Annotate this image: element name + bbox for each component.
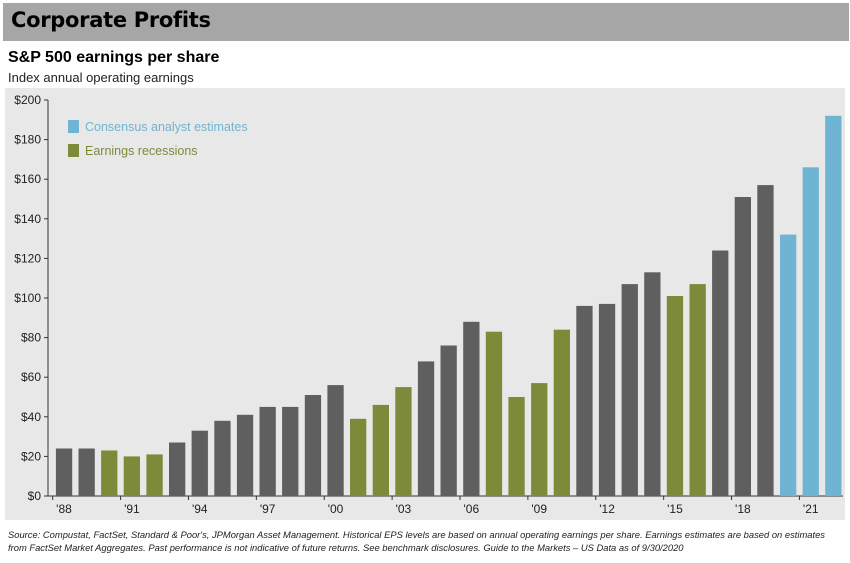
bar-1989 bbox=[78, 448, 95, 496]
x-tick-label: '09 bbox=[531, 502, 547, 516]
legend-swatch bbox=[68, 144, 79, 157]
bar-2002 bbox=[372, 404, 389, 496]
bar-2020 bbox=[780, 234, 797, 496]
x-tick-label: '15 bbox=[667, 502, 683, 516]
bar-2006 bbox=[463, 321, 480, 496]
legend-label: Consensus analyst estimates bbox=[85, 120, 248, 134]
x-tick-label: '06 bbox=[463, 502, 479, 516]
bar-2013 bbox=[621, 284, 638, 496]
bar-1993 bbox=[169, 442, 186, 496]
x-tick-label: '03 bbox=[396, 502, 412, 516]
y-tick-label: $40 bbox=[21, 410, 41, 424]
y-tick-label: $160 bbox=[14, 172, 41, 186]
x-tick-label: '21 bbox=[803, 502, 819, 516]
bar-2001 bbox=[350, 418, 367, 496]
x-tick-label: '88 bbox=[56, 502, 72, 516]
y-tick-label: $200 bbox=[14, 93, 41, 107]
bar-1991 bbox=[123, 456, 140, 496]
bar-2008 bbox=[508, 397, 525, 496]
x-tick-label: '94 bbox=[192, 502, 208, 516]
bar-2019 bbox=[757, 185, 774, 496]
bar-2017 bbox=[712, 250, 729, 496]
y-tick-label: $0 bbox=[28, 489, 42, 503]
legend-label: Earnings recessions bbox=[85, 144, 198, 158]
source-footnote: Source: Compustat, FactSet, Standard & P… bbox=[8, 529, 825, 553]
bar-1997 bbox=[259, 406, 276, 496]
bar-1999 bbox=[304, 395, 322, 496]
x-tick-label: '91 bbox=[124, 502, 140, 516]
bar-2014 bbox=[644, 272, 661, 496]
bar-1996 bbox=[236, 414, 254, 496]
section-banner: Corporate Profits bbox=[3, 3, 849, 41]
x-tick-label: '00 bbox=[328, 502, 344, 516]
bar-2004 bbox=[417, 361, 435, 496]
legend-swatch bbox=[68, 120, 79, 133]
y-tick-label: $140 bbox=[14, 212, 41, 226]
x-tick-label: '12 bbox=[599, 502, 615, 516]
bar-2012 bbox=[598, 303, 616, 496]
bar-2021 bbox=[802, 167, 819, 497]
x-tick-label: '97 bbox=[260, 502, 276, 516]
bar-2005 bbox=[440, 345, 457, 496]
bar-2022 bbox=[825, 115, 842, 497]
y-tick-label: $80 bbox=[21, 331, 41, 345]
bar-1995 bbox=[214, 420, 231, 496]
bar-1994 bbox=[191, 430, 208, 496]
bar-2007 bbox=[485, 331, 503, 496]
y-tick-label: $120 bbox=[14, 251, 41, 265]
y-tick-label: $100 bbox=[14, 291, 41, 305]
bar-1992 bbox=[146, 454, 163, 496]
bar-chart: $0 $20 $40 $60 $80 $100 $120 $140 $160 $180 $200 '8… bbox=[14, 93, 843, 516]
bar-2000 bbox=[327, 385, 344, 496]
bar-2009 bbox=[531, 383, 548, 496]
bar-2010 bbox=[553, 329, 570, 496]
bar-2018 bbox=[734, 197, 751, 496]
y-tick-label: $20 bbox=[21, 449, 41, 463]
bar-1988 bbox=[55, 448, 73, 496]
x-tick-label: '18 bbox=[735, 502, 751, 516]
chart-subtitle: Index annual operating earnings bbox=[8, 70, 194, 85]
chart-title: S&P 500 earnings per share bbox=[8, 49, 220, 66]
bar-2011 bbox=[576, 305, 593, 496]
bar-1998 bbox=[282, 406, 299, 496]
y-tick-label: $180 bbox=[14, 133, 41, 147]
section-title: Corporate Profits bbox=[11, 8, 211, 32]
bar-2016 bbox=[689, 284, 706, 496]
y-tick-label: $60 bbox=[21, 370, 41, 384]
bar-2003 bbox=[395, 387, 412, 496]
bar-1990 bbox=[101, 450, 118, 496]
bar-2015 bbox=[666, 296, 684, 496]
